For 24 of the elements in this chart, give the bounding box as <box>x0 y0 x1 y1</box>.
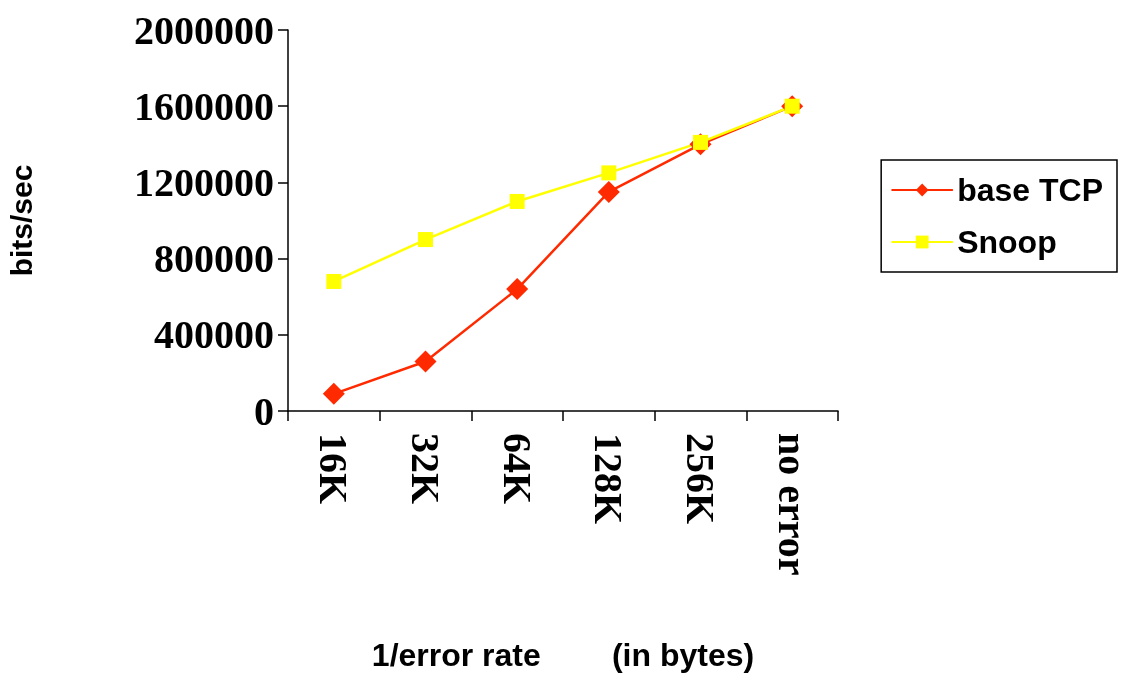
y-tick-label: 2000000 <box>134 7 274 53</box>
y-tick-label: 1200000 <box>134 159 274 205</box>
y-axis-title: bits/sec <box>4 164 38 277</box>
x-tick-label: no error <box>769 433 815 576</box>
y-tick-label: 1600000 <box>134 83 274 129</box>
point <box>326 273 342 289</box>
legend-label: Snoop <box>957 224 1057 260</box>
legend-label: base TCP <box>957 172 1103 208</box>
x-tick-label: 256K <box>678 433 723 525</box>
point <box>597 180 620 203</box>
point <box>601 165 617 181</box>
x-tick-label: 16K <box>311 433 357 505</box>
x-tick-label: 32K <box>403 433 448 505</box>
point <box>414 350 437 373</box>
x-axis-title: 1/error rate (in bytes) <box>371 637 755 673</box>
point <box>506 278 529 301</box>
point <box>322 382 345 405</box>
x-tick-label: 128K <box>586 433 632 525</box>
point <box>509 193 525 209</box>
y-tick-label: 0 <box>254 388 274 434</box>
x-tick-label: 64K <box>494 433 540 505</box>
point <box>418 232 433 248</box>
y-tick-label: 400000 <box>154 312 274 358</box>
y-tick-label: 800000 <box>154 236 274 282</box>
